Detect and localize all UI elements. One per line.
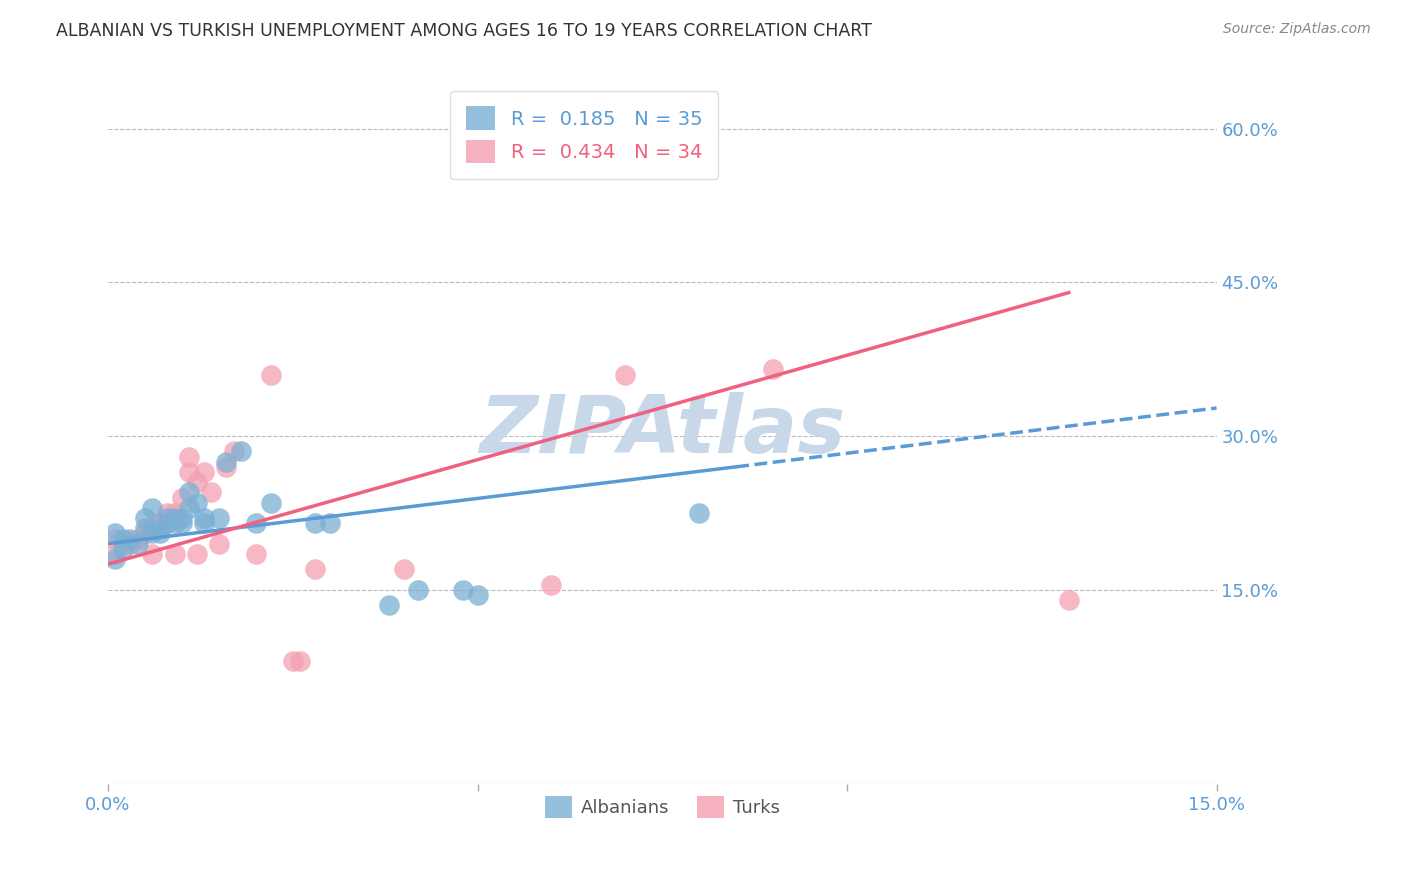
Point	[141, 526, 163, 541]
Point	[149, 516, 172, 530]
Text: Source: ZipAtlas.com: Source: ZipAtlas.com	[1223, 22, 1371, 37]
Point	[193, 465, 215, 479]
Point	[304, 516, 326, 530]
Point	[134, 526, 156, 541]
Text: ALBANIAN VS TURKISH UNEMPLOYMENT AMONG AGES 16 TO 19 YEARS CORRELATION CHART: ALBANIAN VS TURKISH UNEMPLOYMENT AMONG A…	[56, 22, 872, 40]
Point	[281, 655, 304, 669]
Point	[104, 547, 127, 561]
Point	[259, 368, 281, 382]
Point	[111, 536, 134, 550]
Point	[540, 577, 562, 591]
Point	[193, 516, 215, 530]
Point	[134, 511, 156, 525]
Point	[215, 455, 238, 469]
Point	[245, 547, 267, 561]
Point	[245, 516, 267, 530]
Point	[156, 506, 179, 520]
Point	[186, 496, 208, 510]
Point	[170, 491, 193, 505]
Point	[120, 536, 142, 550]
Point	[104, 532, 127, 546]
Point	[170, 516, 193, 530]
Point	[163, 547, 186, 561]
Point	[200, 485, 222, 500]
Point	[222, 444, 245, 458]
Point	[288, 655, 311, 669]
Point	[762, 362, 785, 376]
Point	[179, 450, 201, 464]
Point	[134, 521, 156, 535]
Point	[149, 521, 172, 535]
Point	[318, 516, 340, 530]
Point	[156, 516, 179, 530]
Point	[304, 562, 326, 576]
Point	[186, 547, 208, 561]
Point	[156, 516, 179, 530]
Point	[208, 536, 231, 550]
Point	[259, 496, 281, 510]
Point	[111, 532, 134, 546]
Point	[1057, 593, 1080, 607]
Point	[170, 511, 193, 525]
Point	[163, 516, 186, 530]
Point	[127, 532, 149, 546]
Point	[392, 562, 415, 576]
Text: ZIPAtlas: ZIPAtlas	[479, 392, 845, 470]
Point	[149, 526, 172, 541]
Point	[163, 511, 186, 525]
Point	[688, 506, 710, 520]
Point	[208, 511, 231, 525]
Point	[229, 444, 252, 458]
Point	[186, 475, 208, 490]
Point	[141, 500, 163, 515]
Point	[408, 582, 430, 597]
Point	[451, 582, 474, 597]
Point	[378, 598, 401, 612]
Point	[127, 536, 149, 550]
Point	[141, 521, 163, 535]
Point	[179, 485, 201, 500]
Point	[111, 541, 134, 556]
Legend: Albanians, Turks: Albanians, Turks	[537, 789, 787, 825]
Point	[163, 506, 186, 520]
Point	[467, 588, 489, 602]
Point	[104, 552, 127, 566]
Point	[179, 500, 201, 515]
Point	[215, 459, 238, 474]
Point	[156, 511, 179, 525]
Point	[149, 521, 172, 535]
Point	[120, 532, 142, 546]
Point	[141, 547, 163, 561]
Point	[104, 526, 127, 541]
Point	[193, 511, 215, 525]
Point	[614, 368, 637, 382]
Point	[179, 465, 201, 479]
